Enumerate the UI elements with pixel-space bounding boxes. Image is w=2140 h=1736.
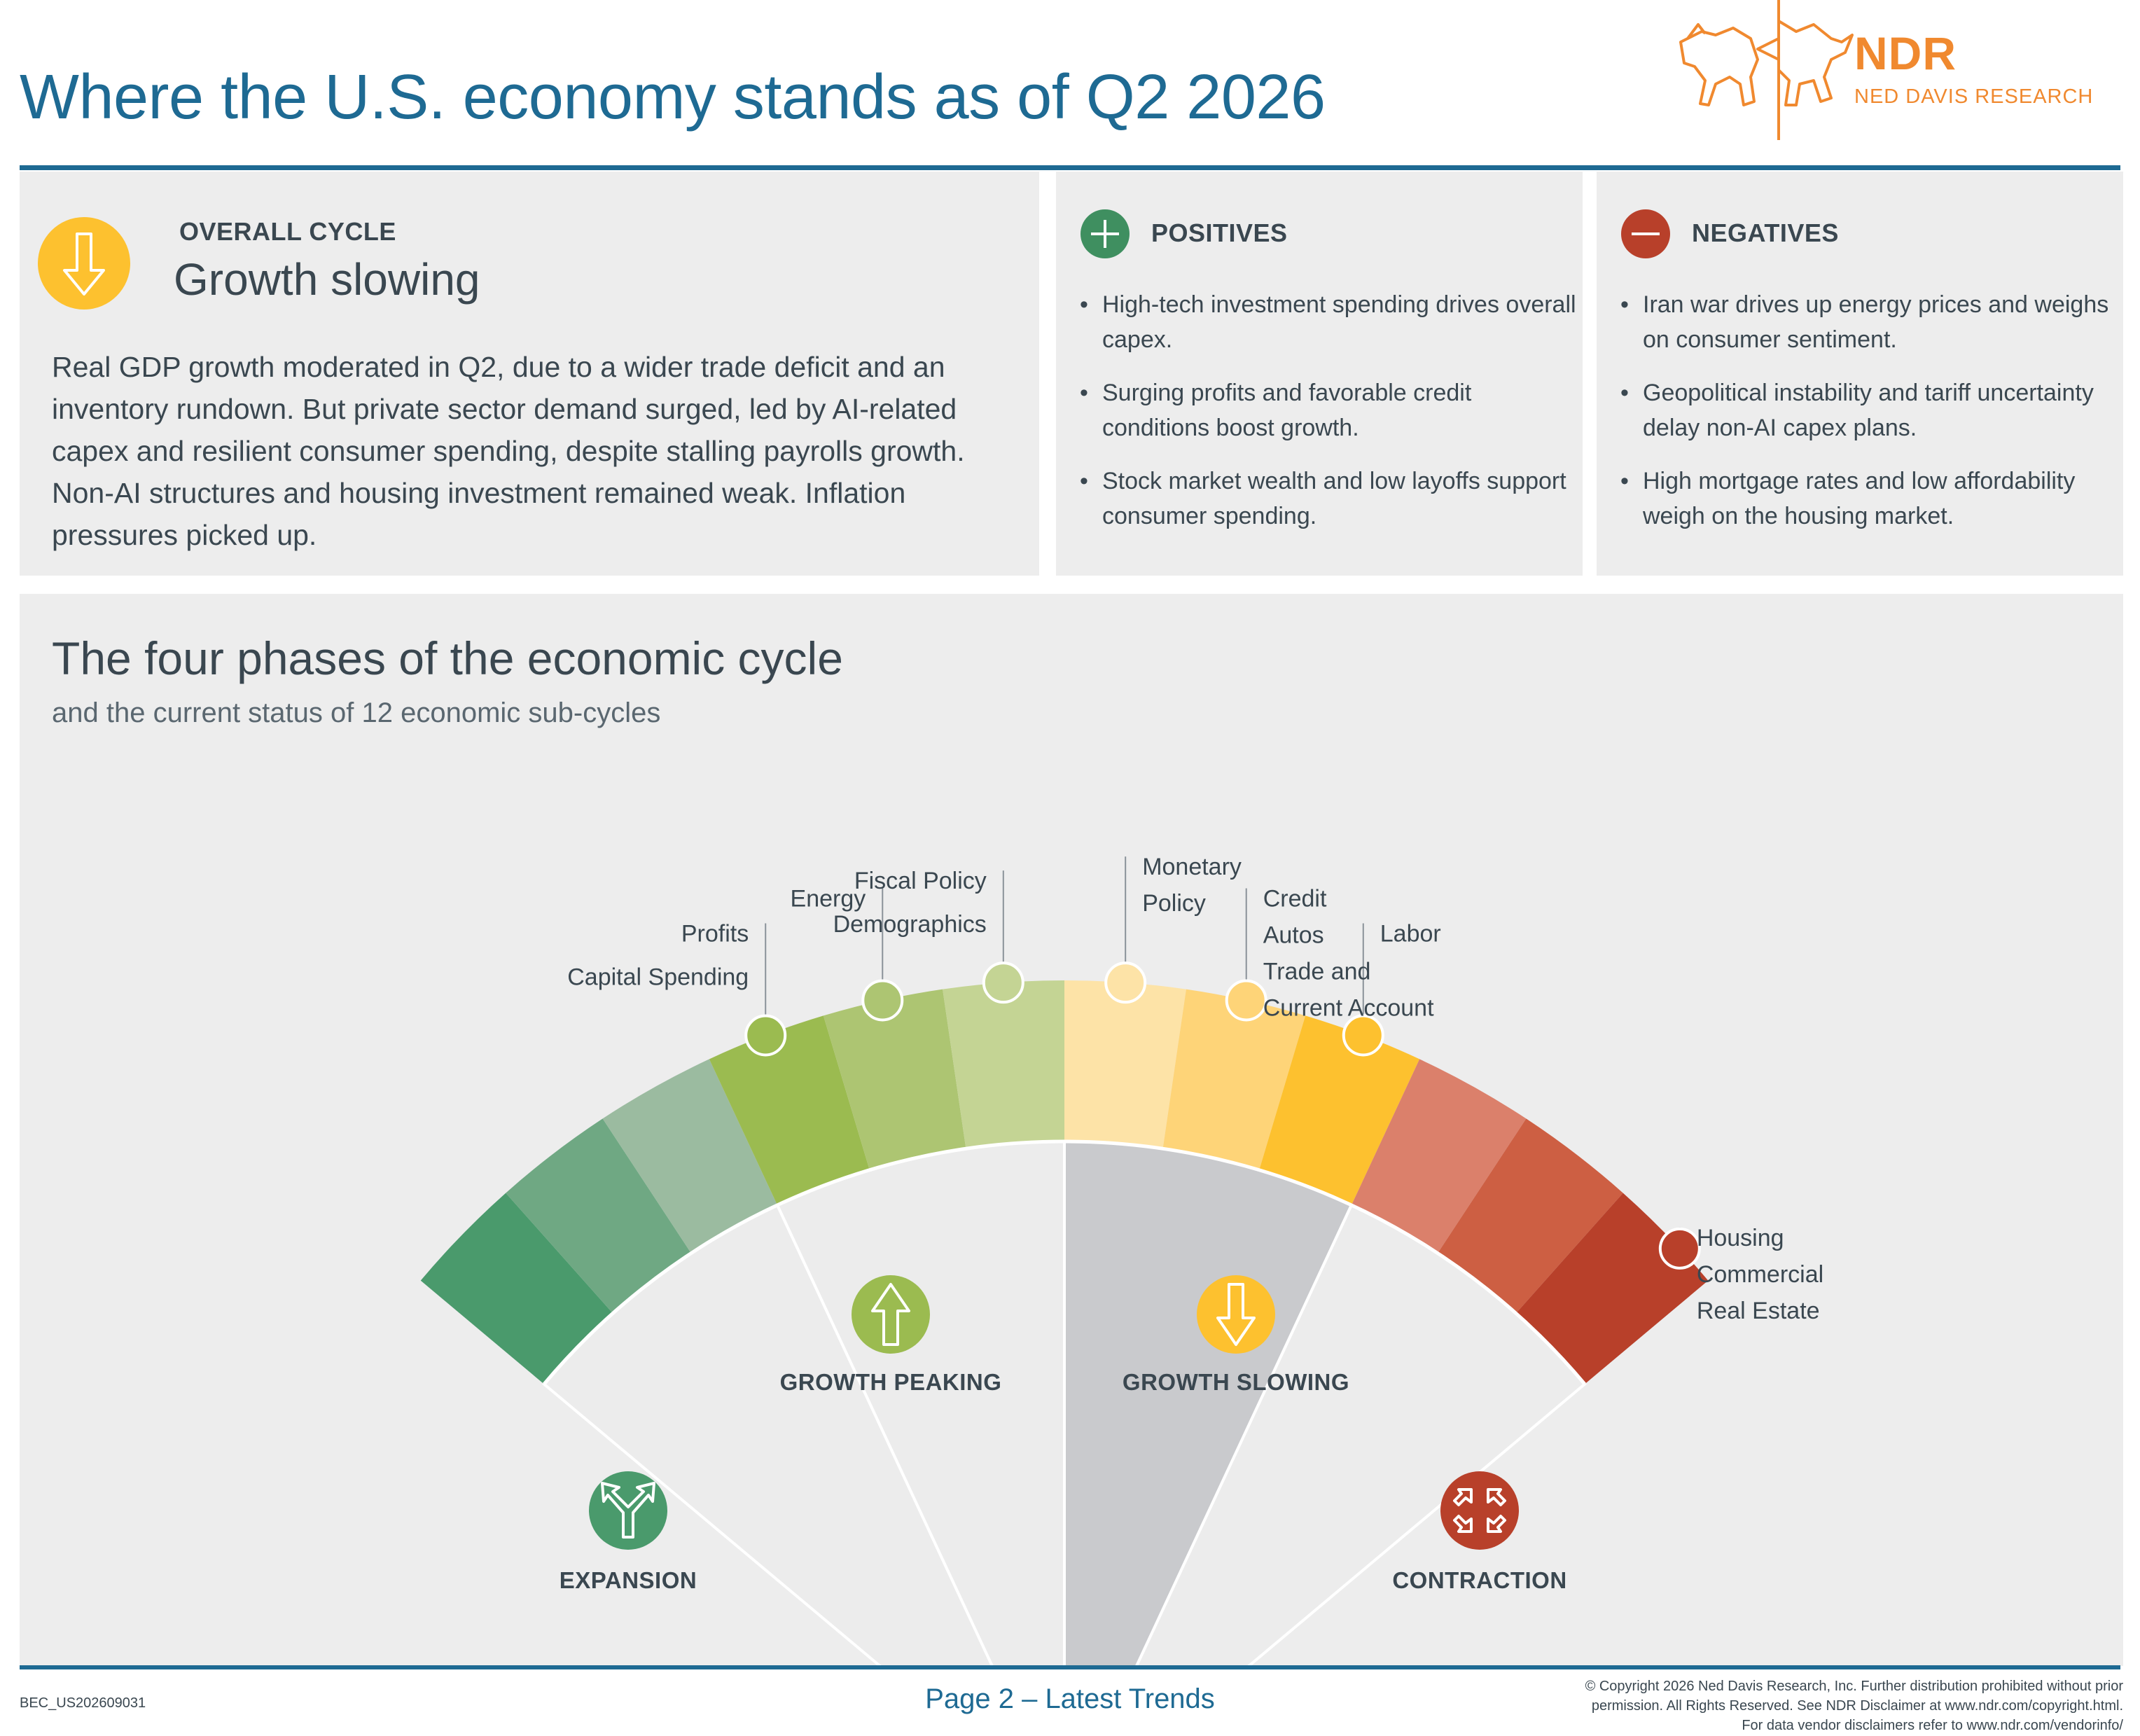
arrow-up-icon [852,1275,930,1354]
copyright-line: permission. All Rights Reserved. See NDR… [1591,1698,2123,1714]
logo-wordmark: NDR [1854,27,1957,79]
page-title: Where the U.S. economy stands as of Q2 2… [20,62,1326,132]
sub-cycle-marker [982,961,1024,1004]
positive-item: High-tech investment spending drives ove… [1073,287,1577,357]
gauge-segment [506,1118,691,1314]
positive-item: Surging profits and favorable credit con… [1073,375,1577,445]
arrow-down-icon [1197,1275,1275,1354]
gauge-inner-border [543,1139,1586,1386]
gauge-segment [1064,980,1186,1149]
positives-label: POSITIVES [1151,218,1288,247]
plus-icon [1081,209,1130,258]
logo-subtitle: NED DAVIS RESEARCH [1854,85,2094,108]
sub-cycle-marker [1104,961,1147,1004]
sub-cycle-label: Real Estate [1697,1298,1820,1324]
gauge-segment [1162,989,1306,1170]
negative-item: High mortgage rates and low affordabilit… [1613,464,2118,534]
gauge-segment [1515,1193,1709,1384]
sub-cycle-label: Profits [681,920,749,947]
gauge-segment [709,1015,870,1205]
sub-cycle-marker [744,1014,787,1057]
sub-cycle-marker [861,979,904,1022]
sub-cycle-label: Fiscal Policy [854,868,987,894]
converging-arrows-icon [1440,1471,1519,1550]
minus-icon [1621,209,1670,258]
sub-cycle-label: Credit [1263,885,1327,912]
sub-cycle-label: Autos [1263,922,1324,948]
sub-cycle-label: Labor [1380,920,1441,947]
sub-cycle-label: Demographics [833,911,987,938]
header-divider [20,165,2120,170]
negative-item: Iran war drives up energy prices and wei… [1613,287,2118,357]
overall-cycle-label: OVERALL CYCLE [179,217,396,246]
gauge-segment [823,989,966,1170]
arrow-down-icon [38,217,130,310]
gauge-segment [943,980,1064,1149]
cycle-subtitle: and the current status of 12 economic su… [52,697,661,728]
overall-cycle-description: Real GDP growth moderated in Q2, due to … [52,351,965,551]
copyright-notice: © Copyright 2026 Ned Davis Research, Inc… [1493,1676,2123,1735]
gauge-segment [602,1059,778,1254]
negatives-list: Iran war drives up energy prices and wei… [1613,287,2118,552]
gauge-segment [1438,1118,1623,1314]
diverging-arrows-icon [589,1471,667,1550]
phase-label-expansion: EXPANSION [560,1567,697,1593]
cycle-title: The four phases of the economic cycle [52,632,843,684]
negative-item: Geopolitical instability and tariff unce… [1613,375,2118,445]
sub-cycle-marker [1658,1227,1701,1270]
copyright-line: © Copyright 2026 Ned Davis Research, Inc… [1585,1679,2123,1694]
bull-bear-logo-icon [1679,0,1854,140]
page-indicator: Page 2 – Latest Trends [925,1683,1215,1714]
positive-item: Stock market wealth and low layoffs supp… [1073,464,1577,534]
phase-label-contraction: CONTRACTION [1392,1567,1566,1593]
positives-list: High-tech investment spending drives ove… [1073,287,1577,552]
footer-divider [20,1665,2120,1669]
sub-cycle-label: Policy [1142,890,1206,917]
phase-label-growth-slowing: GROWTH SLOWING [1123,1369,1349,1395]
negatives-label: NEGATIVES [1692,218,1839,247]
gauge-segment [1351,1059,1527,1254]
phase-label-growth-peaking: GROWTH PEAKING [780,1369,1002,1395]
sub-cycle-label: Energy [791,885,866,912]
sub-cycle-label: Capital Spending [567,964,749,990]
document-code: BEC_US202609031 [20,1695,146,1711]
copyright-line: For data vendor disclaimers refer to www… [1742,1718,2123,1733]
sub-cycle-label: Housing [1697,1225,1784,1251]
overall-cycle-panel [20,172,1039,576]
sub-cycle-label: Current Account [1263,994,1434,1021]
sub-cycle-marker [1225,979,1267,1022]
gauge-segment [1259,1015,1420,1205]
gauge-segment [420,1193,613,1384]
sub-cycle-label: Monetary [1142,854,1242,880]
sub-cycle-marker [1342,1014,1384,1057]
sub-cycle-label: Trade and [1263,958,1371,985]
overall-cycle-status: Growth slowing [174,254,480,305]
sub-cycle-label: Commercial [1697,1261,1823,1288]
